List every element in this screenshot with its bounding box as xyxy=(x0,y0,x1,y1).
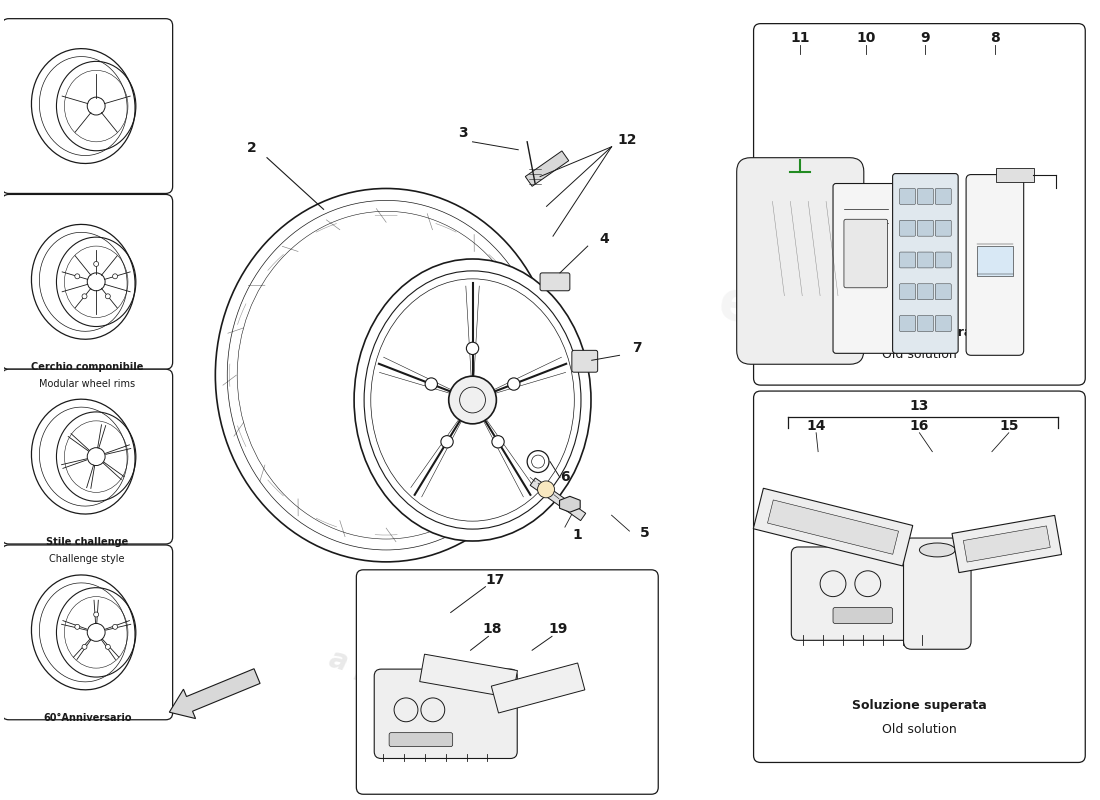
FancyBboxPatch shape xyxy=(900,220,915,236)
Text: 2: 2 xyxy=(248,141,257,154)
Text: 15: 15 xyxy=(999,418,1019,433)
Text: 13: 13 xyxy=(910,399,930,413)
Polygon shape xyxy=(952,515,1062,573)
FancyBboxPatch shape xyxy=(935,315,952,331)
FancyBboxPatch shape xyxy=(791,547,934,640)
Text: 1: 1 xyxy=(573,528,583,542)
Circle shape xyxy=(106,644,110,650)
Text: 19: 19 xyxy=(548,622,568,636)
Text: 7: 7 xyxy=(632,342,642,355)
FancyBboxPatch shape xyxy=(389,733,453,746)
Text: Old solution: Old solution xyxy=(882,723,957,736)
Circle shape xyxy=(82,294,87,298)
Circle shape xyxy=(112,274,118,278)
Text: 18: 18 xyxy=(483,622,503,636)
Circle shape xyxy=(441,436,453,448)
FancyBboxPatch shape xyxy=(903,538,971,650)
Text: 17: 17 xyxy=(486,573,505,586)
Text: Stile challenge: Stile challenge xyxy=(46,537,129,547)
FancyBboxPatch shape xyxy=(917,252,933,268)
FancyBboxPatch shape xyxy=(900,189,915,204)
FancyBboxPatch shape xyxy=(754,24,1086,385)
Text: a passion fo: a passion fo xyxy=(326,645,516,721)
Polygon shape xyxy=(420,654,517,698)
Circle shape xyxy=(82,644,87,650)
FancyBboxPatch shape xyxy=(754,391,1086,762)
FancyBboxPatch shape xyxy=(935,252,952,268)
Text: 60°Anniversario: 60°Anniversario xyxy=(43,713,132,723)
FancyArrow shape xyxy=(169,669,260,718)
FancyBboxPatch shape xyxy=(572,350,597,372)
Circle shape xyxy=(449,376,496,424)
Circle shape xyxy=(94,612,99,617)
FancyBboxPatch shape xyxy=(917,284,933,300)
FancyBboxPatch shape xyxy=(935,189,952,204)
Circle shape xyxy=(75,624,80,630)
Text: Soluzione superata: Soluzione superata xyxy=(852,699,987,712)
Text: Cerchio componibile: Cerchio componibile xyxy=(31,362,143,372)
Text: Old solution: Old solution xyxy=(882,348,957,361)
Text: Modular wheel rims: Modular wheel rims xyxy=(40,379,135,389)
FancyBboxPatch shape xyxy=(900,315,915,331)
FancyBboxPatch shape xyxy=(966,174,1024,355)
Text: 8: 8 xyxy=(990,31,1000,46)
Text: 14: 14 xyxy=(806,418,826,433)
Circle shape xyxy=(492,436,504,448)
Circle shape xyxy=(112,624,118,630)
FancyBboxPatch shape xyxy=(833,183,899,354)
Text: 3: 3 xyxy=(458,126,468,140)
Polygon shape xyxy=(492,663,585,713)
Text: Challenge style: Challenge style xyxy=(50,554,125,564)
Circle shape xyxy=(94,262,99,266)
FancyBboxPatch shape xyxy=(2,18,173,194)
Text: Soluzione superata: Soluzione superata xyxy=(852,326,987,339)
Polygon shape xyxy=(768,500,899,554)
Circle shape xyxy=(466,342,478,354)
FancyBboxPatch shape xyxy=(977,246,1013,276)
Ellipse shape xyxy=(354,259,591,541)
Text: 6: 6 xyxy=(560,470,570,485)
Text: 5: 5 xyxy=(639,526,649,540)
Text: 4: 4 xyxy=(600,232,609,246)
FancyBboxPatch shape xyxy=(935,284,952,300)
Text: 12: 12 xyxy=(618,133,637,146)
Polygon shape xyxy=(964,526,1050,562)
Text: 10: 10 xyxy=(856,31,876,46)
FancyBboxPatch shape xyxy=(833,607,892,623)
FancyBboxPatch shape xyxy=(844,219,888,288)
Circle shape xyxy=(538,481,554,498)
FancyBboxPatch shape xyxy=(356,570,658,794)
Polygon shape xyxy=(996,168,1034,182)
FancyBboxPatch shape xyxy=(2,545,173,720)
Text: eurocars: eurocars xyxy=(716,277,980,364)
Circle shape xyxy=(106,294,110,298)
Ellipse shape xyxy=(920,543,955,557)
FancyBboxPatch shape xyxy=(935,220,952,236)
Circle shape xyxy=(507,378,520,390)
Polygon shape xyxy=(754,488,913,566)
Circle shape xyxy=(75,274,80,278)
FancyBboxPatch shape xyxy=(2,194,173,370)
Polygon shape xyxy=(530,478,585,521)
FancyBboxPatch shape xyxy=(900,284,915,300)
FancyBboxPatch shape xyxy=(737,158,864,364)
FancyBboxPatch shape xyxy=(374,669,517,758)
Text: 11: 11 xyxy=(791,31,810,46)
FancyBboxPatch shape xyxy=(892,174,958,354)
FancyBboxPatch shape xyxy=(917,220,933,236)
Polygon shape xyxy=(526,151,569,186)
FancyBboxPatch shape xyxy=(917,189,933,204)
Polygon shape xyxy=(560,496,580,512)
Text: 16: 16 xyxy=(910,418,930,433)
FancyBboxPatch shape xyxy=(917,315,933,331)
Circle shape xyxy=(425,378,438,390)
FancyBboxPatch shape xyxy=(2,370,173,544)
Text: 9: 9 xyxy=(921,31,931,46)
FancyBboxPatch shape xyxy=(540,273,570,290)
FancyBboxPatch shape xyxy=(900,252,915,268)
